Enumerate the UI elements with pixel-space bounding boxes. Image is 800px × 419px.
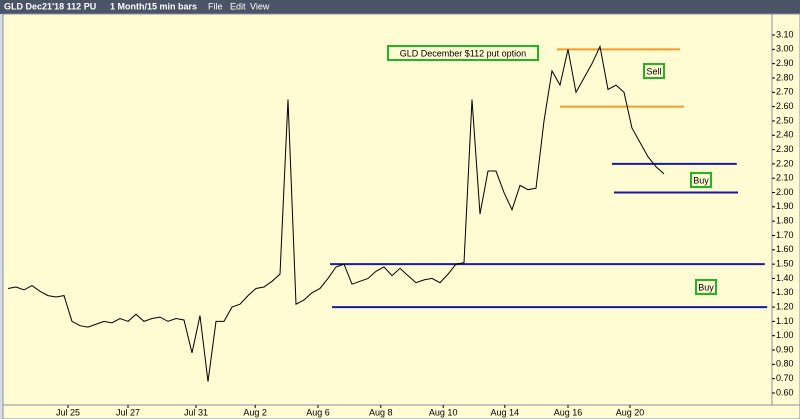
y-tick-label: 3.00 <box>776 44 794 54</box>
y-tick-label: 1.60 <box>776 244 794 254</box>
y-tick-label: 0.80 <box>776 359 794 369</box>
y-tick-label: 2.00 <box>776 187 794 197</box>
x-tick-label: Aug 2 <box>243 407 267 417</box>
y-tick-label: 1.70 <box>776 230 794 240</box>
annotation-box <box>643 63 665 79</box>
y-tick-label: 3.10 <box>776 29 794 39</box>
x-tick-label: Aug 20 <box>616 407 645 417</box>
x-tick-label: Aug 16 <box>554 407 583 417</box>
y-tick-label: 0.60 <box>776 387 794 397</box>
y-tick-label: 1.00 <box>776 330 794 340</box>
y-tick-label: 1.30 <box>776 287 794 297</box>
y-tick-label: 2.60 <box>776 101 794 111</box>
y-tick-label: 1.50 <box>776 258 794 268</box>
menu[interactable]: Edit <box>230 1 246 11</box>
y-tick-label: 1.20 <box>776 301 794 311</box>
y-tick-label: 2.70 <box>776 87 794 97</box>
annotation: Sell <box>646 66 661 76</box>
y-tick-label: 1.40 <box>776 273 794 283</box>
y-tick-label: 2.20 <box>776 158 794 168</box>
annotation-box <box>690 172 712 188</box>
annotation-box <box>387 45 539 61</box>
x-tick-label: Aug 8 <box>369 407 393 417</box>
y-tick-label: 2.50 <box>776 115 794 125</box>
annotation-box <box>695 279 717 295</box>
y-tick-label: 1.10 <box>776 316 794 326</box>
x-tick-label: Aug 10 <box>429 407 458 417</box>
plot-area <box>2 13 773 406</box>
y-tick-label: 2.10 <box>776 173 794 183</box>
annotation: Buy <box>698 282 714 292</box>
x-tick-label: Aug 6 <box>306 407 330 417</box>
y-tick-label: 0.70 <box>776 373 794 383</box>
y-tick-label: 0.90 <box>776 344 794 354</box>
x-tick-label: Jul 31 <box>184 407 208 417</box>
toolbar <box>0 0 800 14</box>
x-tick-label: Jul 27 <box>116 407 140 417</box>
y-tick-label: 2.90 <box>776 58 794 68</box>
y-tick-label: 2.30 <box>776 144 794 154</box>
y-tick-label: 1.90 <box>776 201 794 211</box>
price-line <box>7 44 665 382</box>
x-tick-label: Aug 14 <box>491 407 520 417</box>
symbol[interactable]: GLD Dec21'18 112 PU <box>4 1 96 11</box>
annotation: GLD December $112 put option <box>400 48 526 58</box>
x-tick-label: Jul 25 <box>56 407 80 417</box>
y-tick-label: 1.80 <box>776 216 794 226</box>
y-tick-label: 2.40 <box>776 130 794 140</box>
menu[interactable]: View <box>250 1 270 11</box>
menu[interactable]: File <box>208 1 223 11</box>
annotation: Buy <box>693 175 709 185</box>
period[interactable]: 1 Month/15 min bars <box>110 1 197 11</box>
y-tick-label: 2.80 <box>776 72 794 82</box>
x-axis-area <box>2 404 800 419</box>
